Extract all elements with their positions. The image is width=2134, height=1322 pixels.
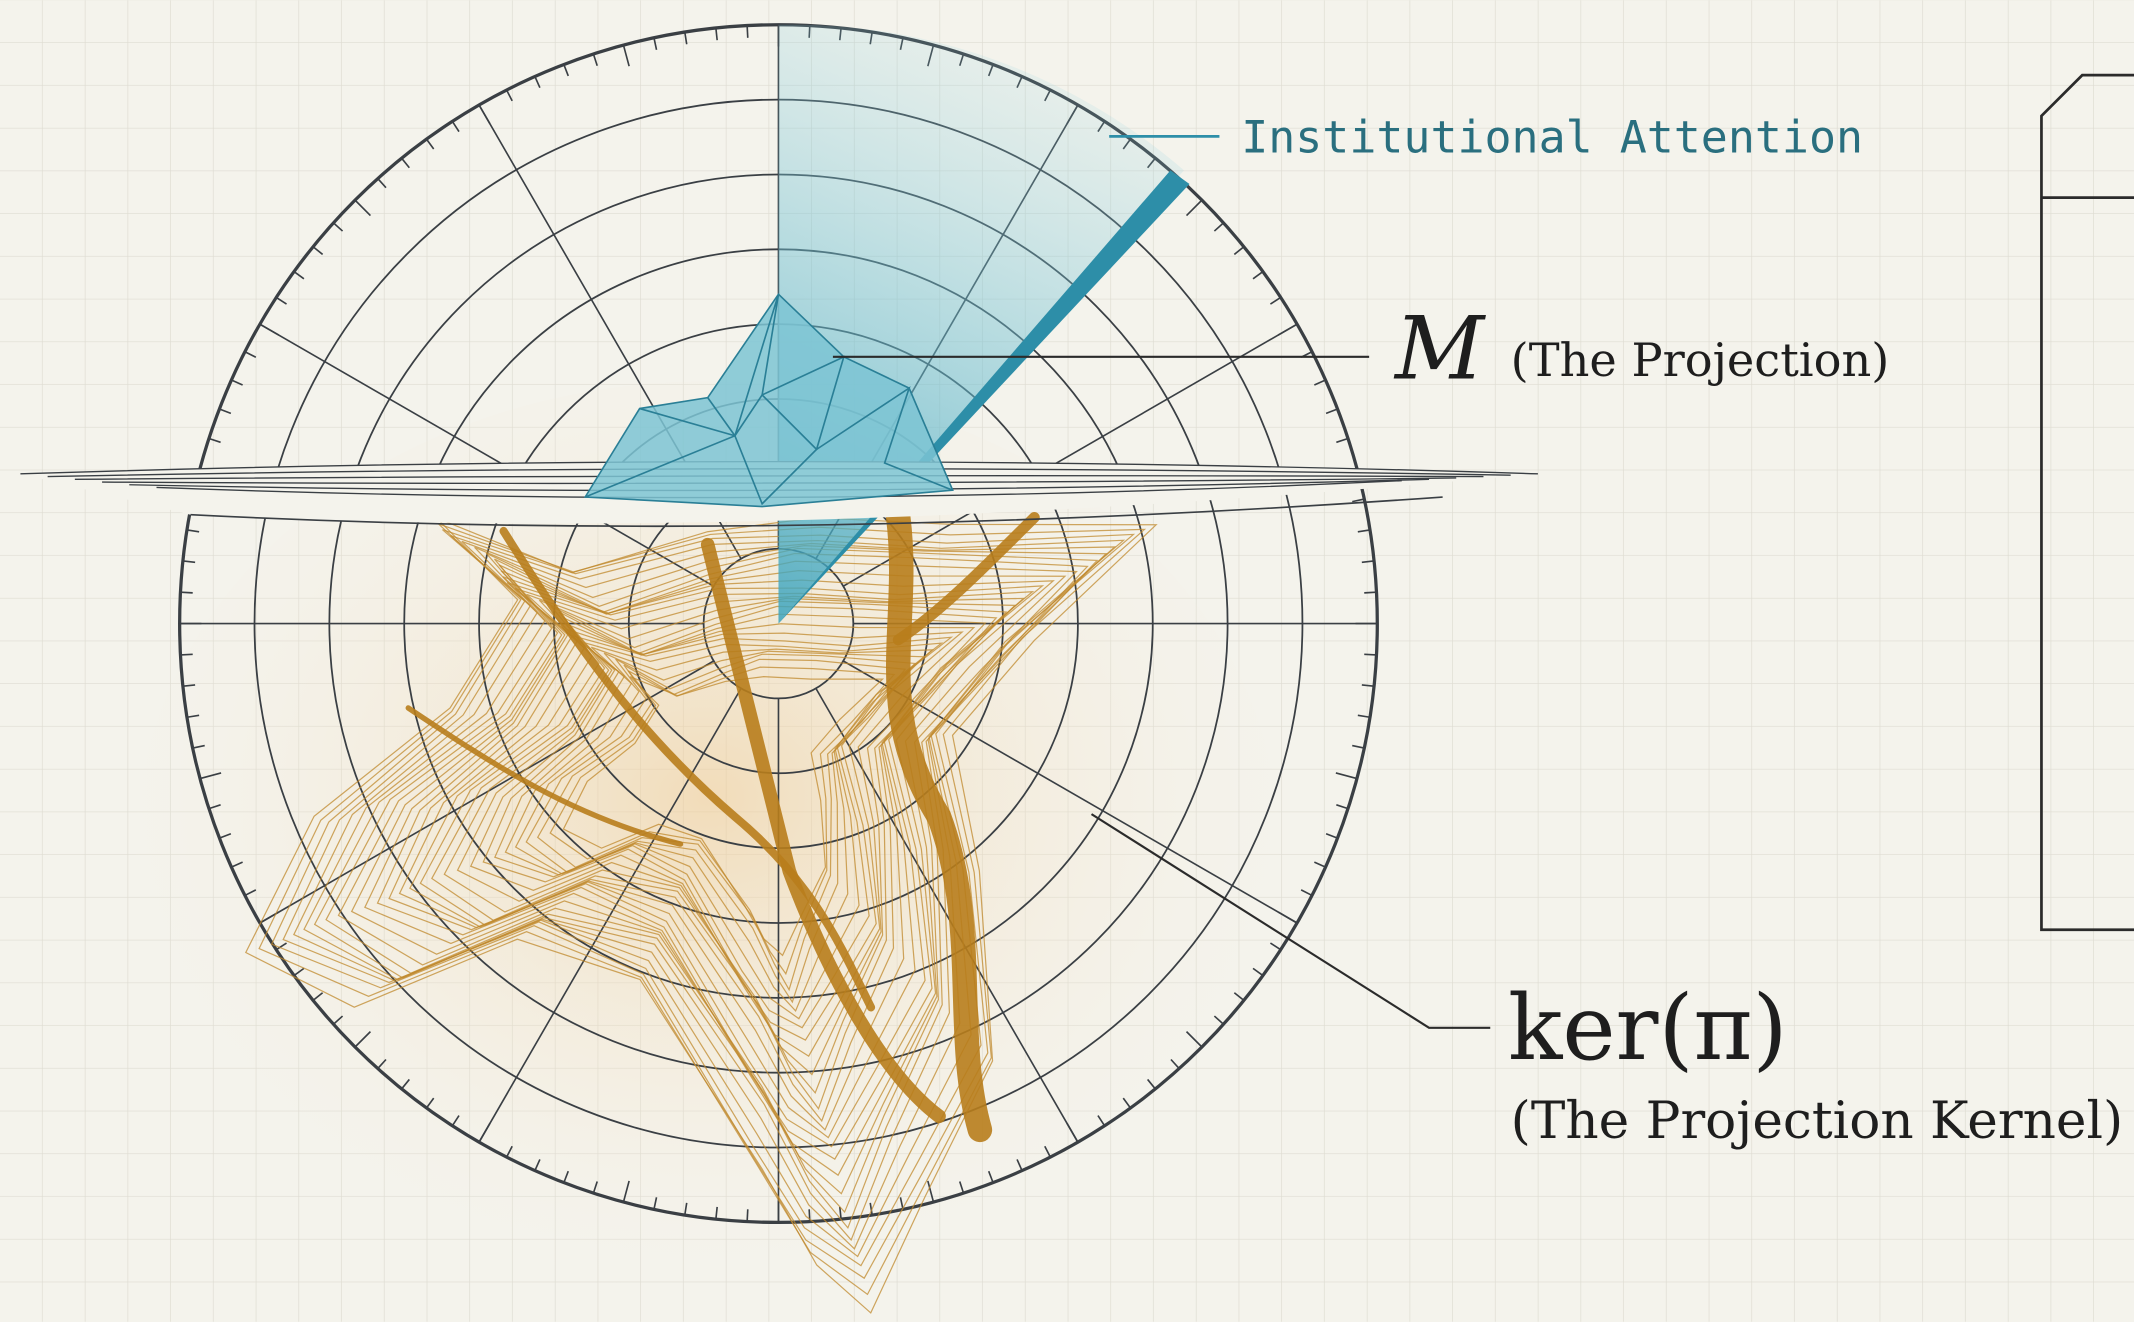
kernel-symbol: ker(π)	[1508, 977, 1788, 1081]
rim-tick	[180, 592, 192, 593]
attention-label: Institutional Attention	[1241, 111, 1863, 164]
rim-tick	[1364, 654, 1376, 655]
rim-tick	[1364, 592, 1376, 593]
rim-tick	[747, 26, 748, 38]
projection-label: (The Projection)	[1511, 333, 1890, 387]
kernel-label: (The Projection Kernel)	[1511, 1091, 2124, 1151]
rim-tick	[180, 654, 192, 655]
rim-tick	[747, 1209, 748, 1221]
diagram: Institutional Attention M (The Projectio…	[0, 0, 2134, 1322]
page: {"labels": {"attention": "Institutional …	[0, 0, 2134, 1322]
projection-symbol: M	[1393, 298, 1486, 400]
